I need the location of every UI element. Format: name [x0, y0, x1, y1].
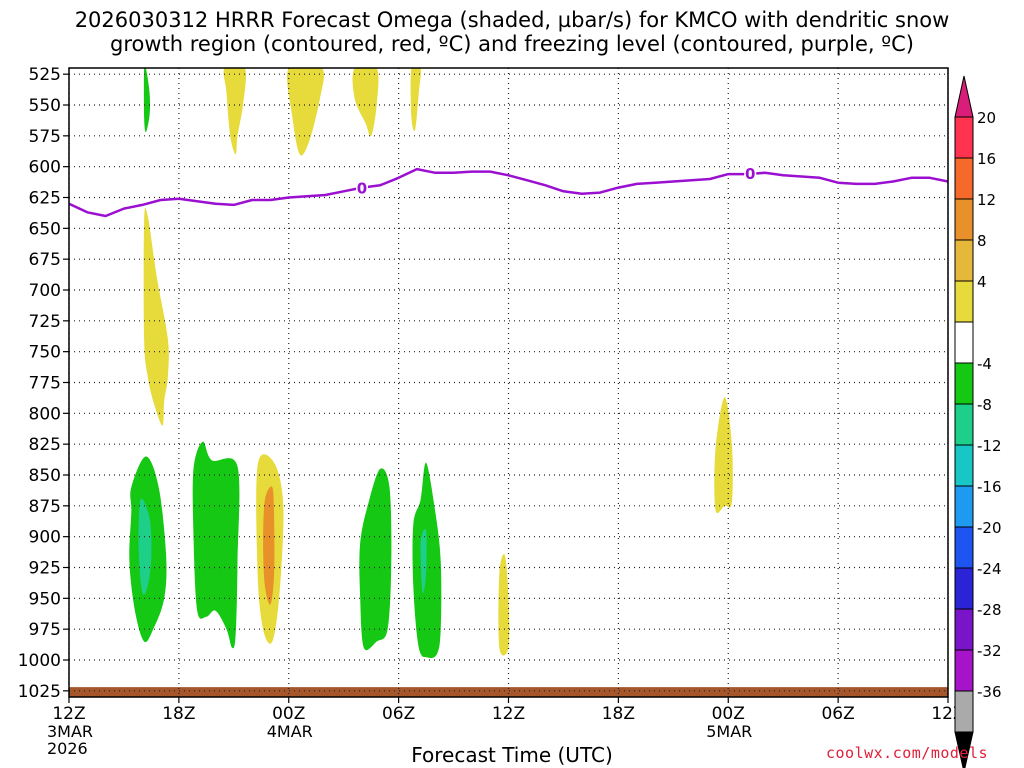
x-tick-label: 06Z	[821, 704, 854, 724]
colorbar-swatch	[954, 567, 974, 610]
y-tick-label: 750	[29, 343, 61, 363]
chart-title-line: growth region (contoured, red, ºC) and f…	[110, 32, 914, 56]
colorbar-label: -12	[977, 437, 1002, 455]
x-tick-label: 18Z	[162, 704, 195, 724]
x-tick-sublabel: 3MAR	[47, 722, 93, 741]
omega-shading	[129, 68, 733, 659]
colorbar-label: -28	[977, 601, 1002, 619]
y-tick-label: 550	[29, 96, 61, 116]
y-tick-label: 575	[29, 127, 61, 147]
colorbar-cap-bottom	[954, 731, 974, 768]
omega-region	[143, 68, 151, 133]
colorbar-swatch	[954, 403, 974, 446]
y-tick-label: 825	[29, 435, 61, 455]
colorbar-label: -4	[977, 355, 992, 373]
terrain-band	[69, 687, 948, 697]
colorbar-label: -32	[977, 642, 1002, 660]
y-tick-label: 625	[29, 189, 61, 209]
chart-title-line: 2026030312 HRRR Forecast Omega (shaded, …	[74, 8, 950, 32]
y-tick-label: 1000	[18, 651, 61, 671]
x-tick-label: 12Z	[52, 704, 85, 724]
omega-region	[138, 498, 152, 595]
y-tick-label: 525	[29, 65, 61, 85]
x-axis-title: Forecast Time (UTC)	[411, 743, 613, 767]
x-tick-sublabel: 4MAR	[267, 722, 313, 741]
freezing-level-label: 0	[745, 165, 755, 183]
y-tick-label: 925	[29, 559, 61, 579]
x-tick-label: 12Z	[492, 704, 525, 724]
y-tick-label: 850	[29, 466, 61, 486]
colorbar-swatch	[954, 649, 974, 692]
y-tick-label: 600	[29, 158, 61, 178]
x-tick-label: 06Z	[382, 704, 415, 724]
y-tick-label: 650	[29, 219, 61, 239]
terrain	[69, 687, 948, 697]
freezing-level: 00	[68, 164, 949, 218]
omega-region	[714, 397, 733, 514]
omega-region	[359, 468, 392, 651]
colorbar-swatch	[954, 198, 974, 241]
omega-region	[352, 68, 379, 137]
omega-region	[287, 68, 324, 156]
colorbar-swatch	[954, 116, 974, 159]
omega-region	[410, 68, 421, 131]
x-tick-sublabel: 5MAR	[706, 722, 752, 741]
colorbar-label: -16	[977, 478, 1002, 496]
y-tick-label: 1025	[18, 682, 61, 702]
freezing-level-label-bg	[744, 164, 757, 181]
y-axis: 525 550 575 600 625 650 675 700 725 750 775 800 825 8…	[18, 65, 69, 702]
omega-region	[498, 554, 510, 656]
colorbar-label: 8	[977, 232, 987, 250]
omega-region	[412, 462, 442, 659]
colorbar-label: 4	[977, 273, 987, 291]
colorbar-swatch	[954, 321, 974, 364]
chart-title: 2026030312 HRRR Forecast Omega (shaded, …	[0, 8, 1024, 56]
colorbar-cap-top	[954, 75, 974, 118]
colorbar-swatch	[954, 444, 974, 487]
colorbar-label: -36	[977, 683, 1002, 701]
x-tick-label: 18Z	[602, 704, 635, 724]
y-tick-label: 675	[29, 250, 61, 270]
colorbar-label: -20	[977, 519, 1002, 537]
colorbar-swatch	[954, 239, 974, 282]
x-tick-sublabel: 2026	[47, 739, 88, 758]
colorbar-swatch	[954, 526, 974, 569]
colorbar: 20 16 12 8 4 -4 -8 -12 -16 -20 -24 -28 -32 -36	[954, 75, 1002, 768]
omega-regions	[129, 68, 733, 659]
colorbar-label: 16	[977, 150, 996, 168]
x-tick-label: 00Z	[272, 704, 305, 724]
colorbar-label: -8	[977, 396, 992, 414]
colorbar-label: -24	[977, 560, 1002, 578]
omega-region	[192, 441, 240, 649]
y-tick-label: 725	[29, 312, 61, 332]
freezing-level-label-bg	[356, 179, 368, 196]
colorbar-swatch	[954, 362, 974, 405]
y-tick-label: 700	[29, 281, 61, 301]
y-tick-label: 900	[29, 528, 61, 548]
colorbar-label: 12	[977, 191, 996, 209]
omega-region	[143, 207, 169, 426]
colorbar-swatch	[954, 280, 974, 323]
colorbar-swatch	[954, 157, 974, 200]
x-tick-label: 00Z	[712, 704, 745, 724]
colorbar-swatch	[954, 690, 974, 733]
y-tick-label: 975	[29, 620, 61, 640]
y-tick-label: 800	[29, 404, 61, 424]
colorbar-swatch	[954, 485, 974, 528]
freezing-level-label: 0	[357, 180, 367, 198]
freezing-level-line	[68, 167, 949, 218]
omega-region	[266, 516, 273, 580]
omega-region	[223, 68, 246, 155]
credit-link[interactable]: coolwx.com/models	[826, 744, 989, 762]
colorbar-label: 20	[977, 109, 996, 127]
y-tick-label: 875	[29, 497, 61, 517]
y-tick-label: 775	[29, 374, 61, 394]
y-tick-label: 950	[29, 589, 61, 609]
omega-region	[420, 528, 427, 594]
colorbar-swatch	[954, 608, 974, 651]
